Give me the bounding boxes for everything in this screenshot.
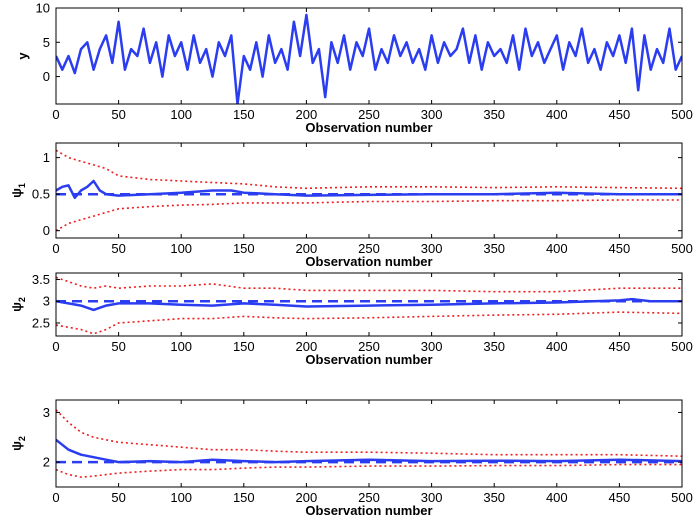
x-tick-label: 450 xyxy=(609,339,631,354)
panel-2: 0 50 100 150 200 250 300 350 400 450 500 0 0.5 1 Obser… xyxy=(9,142,693,269)
x-tick-label: 50 xyxy=(111,490,125,505)
x-tick-label: 50 xyxy=(111,107,125,122)
series-dotted-2 xyxy=(56,199,682,232)
x-tick-label: 0 xyxy=(52,490,59,505)
x-axis-label: Observation number xyxy=(305,503,432,518)
x-tick-label: 500 xyxy=(671,241,693,256)
y-axis-label: ψ2 xyxy=(9,297,27,312)
x-tick-label: 450 xyxy=(609,490,631,505)
x-tick-label: 150 xyxy=(233,241,255,256)
x-tick-label: 0 xyxy=(52,241,59,256)
x-tick-label: 350 xyxy=(483,490,505,505)
series-dotted-1 xyxy=(56,276,682,293)
x-tick-label: 500 xyxy=(671,339,693,354)
panel-3: 0 50 100 150 200 250 300 350 400 450 500 2.5 3 3.5 Obs… xyxy=(9,272,693,367)
y-tick-label: 3 xyxy=(43,294,50,309)
x-tick-label: 400 xyxy=(546,490,568,505)
x-tick-label: 300 xyxy=(421,339,443,354)
series-solid-4 xyxy=(56,297,682,312)
y-tick-label: 0 xyxy=(43,223,50,238)
series-dotted-1 xyxy=(56,149,682,190)
y-tick-label: 0.5 xyxy=(32,187,50,202)
series-dotted-1 xyxy=(56,409,682,457)
series-solid-4 xyxy=(56,438,682,464)
x-tick-label: 350 xyxy=(483,107,505,122)
series-solid-1 xyxy=(56,13,682,104)
series-dotted-2 xyxy=(56,463,682,478)
y-tick-label: 10 xyxy=(36,1,50,16)
axes-frame xyxy=(55,399,683,488)
y-tick-label: 5 xyxy=(43,35,50,50)
x-tick-label: 100 xyxy=(170,339,192,354)
x-tick-label: 0 xyxy=(52,107,59,122)
y-tick-label: 3.5 xyxy=(32,272,50,287)
y-tick-label: 1 xyxy=(43,150,50,165)
x-tick-label: 50 xyxy=(111,339,125,354)
x-tick-label: 400 xyxy=(546,339,568,354)
x-tick-label: 300 xyxy=(421,490,443,505)
series-dotted-2 xyxy=(56,311,682,335)
y-tick-label: 0 xyxy=(43,69,50,84)
x-tick-label: 250 xyxy=(358,107,380,122)
y-tick-label: 3 xyxy=(43,405,50,420)
x-tick-label: 200 xyxy=(296,339,318,354)
axes-frame xyxy=(55,142,683,239)
x-tick-label: 500 xyxy=(671,107,693,122)
x-tick-label: 150 xyxy=(233,339,255,354)
x-tick-label: 100 xyxy=(170,490,192,505)
y-axis-label: ψ1 xyxy=(9,183,27,198)
x-tick-label: 100 xyxy=(170,241,192,256)
x-tick-label: 0 xyxy=(52,339,59,354)
panel-4: 0 50 100 150 200 250 300 350 400 450 500 2 3 Observat… xyxy=(9,399,693,518)
y-tick-label: 2.5 xyxy=(32,315,50,330)
x-tick-label: 300 xyxy=(421,241,443,256)
x-tick-label: 200 xyxy=(296,490,318,505)
x-tick-label: 500 xyxy=(671,490,693,505)
x-tick-label: 250 xyxy=(358,241,380,256)
x-tick-label: 350 xyxy=(483,339,505,354)
x-tick-label: 250 xyxy=(358,490,380,505)
x-tick-label: 100 xyxy=(170,107,192,122)
x-tick-label: 150 xyxy=(233,107,255,122)
x-tick-label: 400 xyxy=(546,241,568,256)
x-tick-label: 200 xyxy=(296,107,318,122)
y-axis-label: ψ2 xyxy=(9,436,27,451)
x-tick-label: 250 xyxy=(358,339,380,354)
x-tick-label: 450 xyxy=(609,107,631,122)
x-tick-label: 150 xyxy=(233,490,255,505)
panel-1: 0 50 100 150 200 250 300 350 400 450 500 0 5 10 Observ… xyxy=(15,1,693,136)
x-tick-label: 300 xyxy=(421,107,443,122)
x-tick-label: 450 xyxy=(609,241,631,256)
x-tick-label: 200 xyxy=(296,241,318,256)
x-tick-label: 350 xyxy=(483,241,505,256)
x-tick-label: 50 xyxy=(111,241,125,256)
x-tick-label: 400 xyxy=(546,107,568,122)
x-axis-label: Observation number xyxy=(305,120,432,135)
y-tick-label: 2 xyxy=(43,455,50,470)
y-axis-label: y xyxy=(15,52,30,60)
x-axis-label: Observation number xyxy=(305,254,432,269)
x-axis-label: Observation number xyxy=(305,352,432,367)
series-solid-4 xyxy=(56,179,682,200)
